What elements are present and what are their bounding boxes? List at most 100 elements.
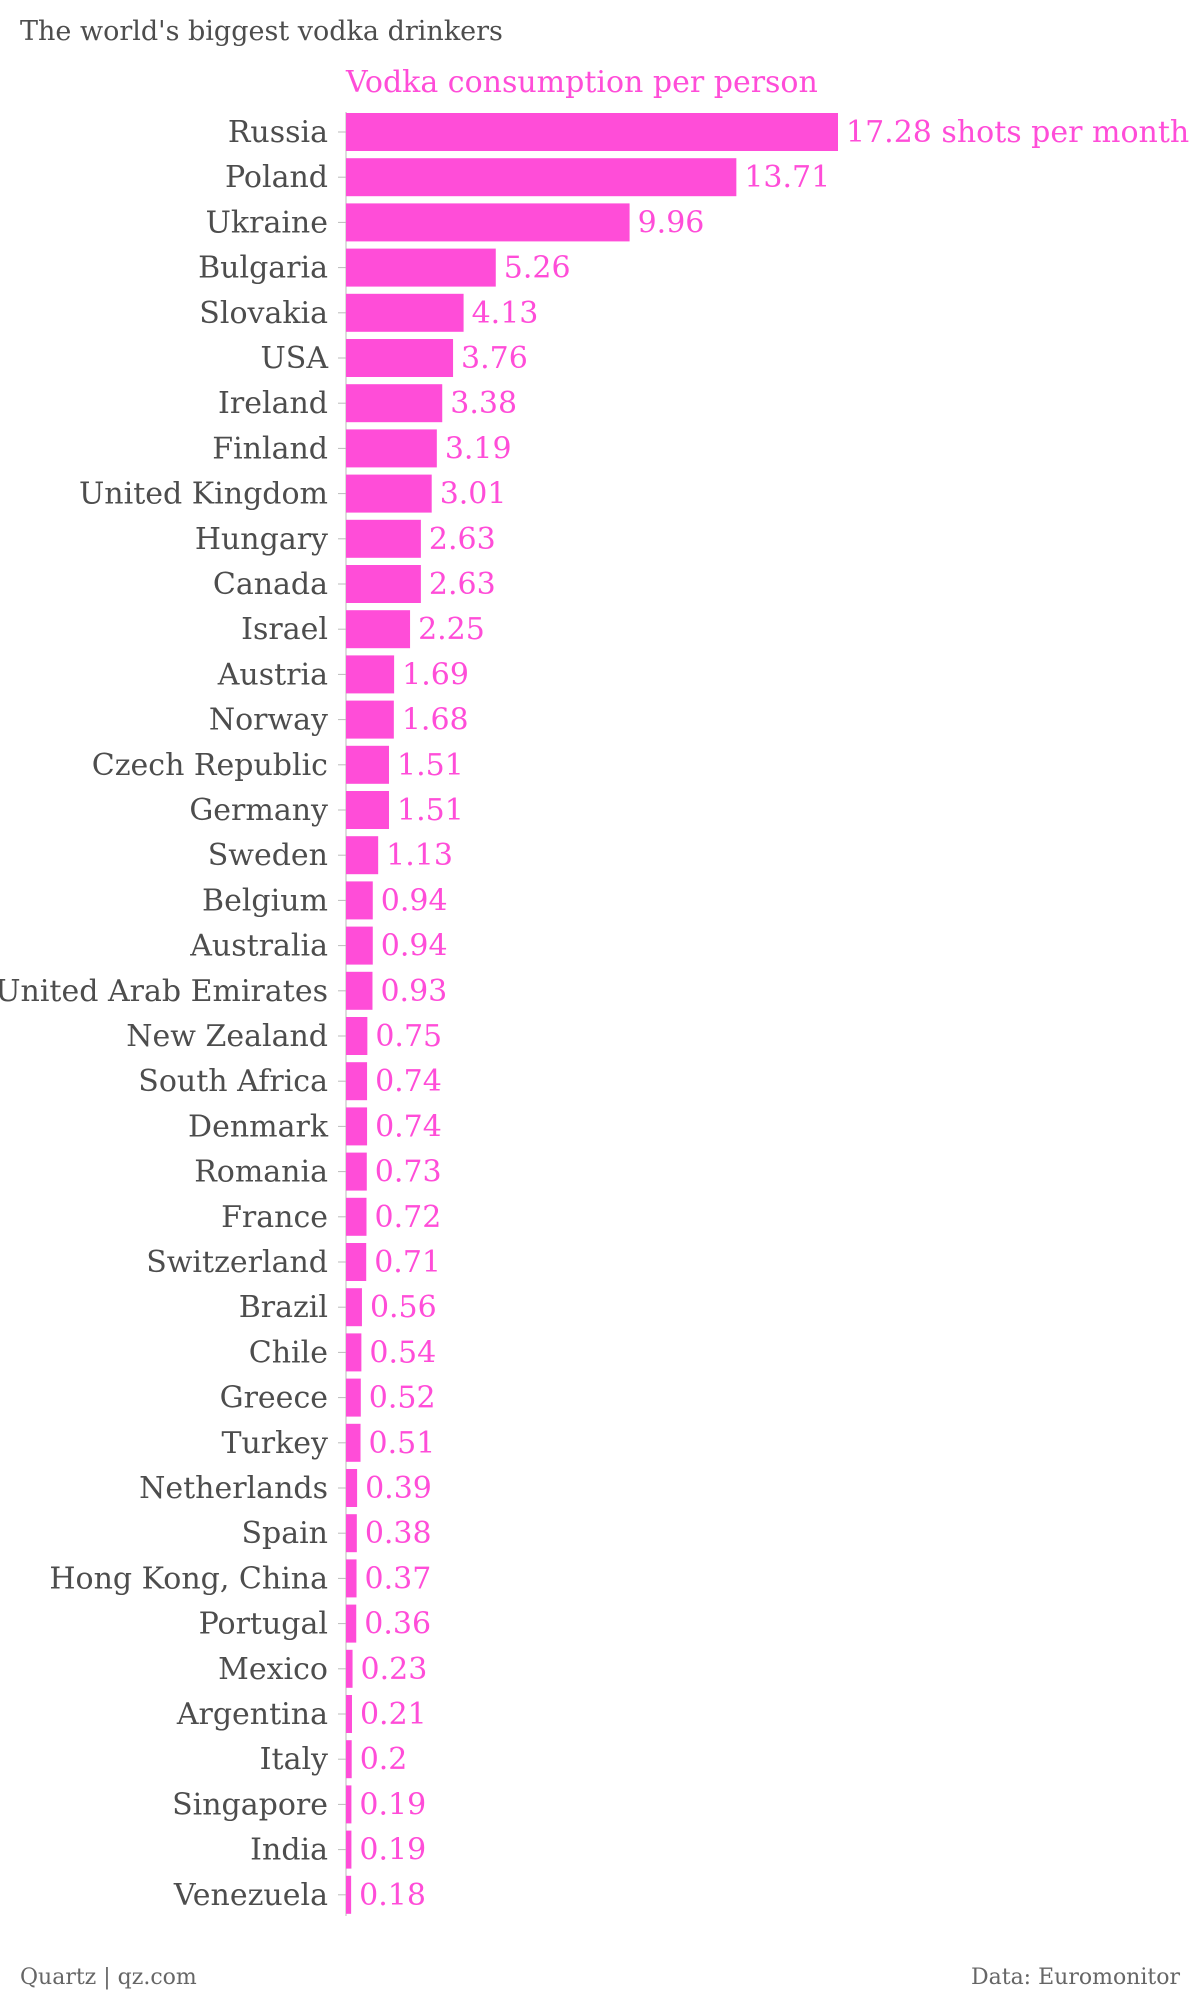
chart-title: The world's biggest vodka drinkers	[20, 16, 503, 47]
category-label: Denmark	[188, 1109, 329, 1144]
value-label: 0.19	[359, 1833, 426, 1868]
bar	[346, 519, 421, 558]
bar	[346, 339, 454, 377]
bar	[346, 610, 411, 649]
category-label: New Zealand	[126, 1019, 328, 1054]
category-label: Austria	[217, 657, 328, 692]
value-label: 2.63	[429, 567, 496, 602]
bar	[346, 293, 464, 332]
bar	[346, 1423, 361, 1462]
category-label: Belgium	[202, 883, 328, 918]
category-label: India	[250, 1833, 328, 1868]
value-label: 0.36	[364, 1607, 431, 1642]
bar	[346, 1604, 357, 1643]
bar	[346, 1785, 352, 1824]
value-label: 3.19	[445, 431, 512, 466]
category-label: Hungary	[195, 522, 328, 557]
category-label: Switzerland	[146, 1245, 328, 1280]
bar	[346, 474, 432, 513]
value-label: 0.19	[359, 1787, 426, 1822]
category-label: Romania	[194, 1155, 328, 1190]
bar	[346, 248, 496, 287]
bar	[346, 1378, 361, 1417]
value-label: 0.18	[359, 1878, 426, 1913]
value-label: 0.73	[375, 1155, 442, 1190]
category-label: Australia	[189, 929, 328, 964]
category-label: Turkey	[221, 1426, 328, 1461]
value-label: 0.38	[365, 1516, 432, 1551]
value-label: 1.13	[386, 838, 453, 873]
bar	[346, 429, 437, 468]
category-label: Greece	[220, 1381, 328, 1416]
value-label: 0.75	[375, 1019, 442, 1054]
bar	[346, 791, 389, 829]
value-label: 0.39	[365, 1471, 432, 1506]
bar	[346, 565, 421, 603]
bar	[346, 158, 737, 197]
bar	[346, 1243, 367, 1281]
category-label: France	[221, 1200, 328, 1235]
series-title: Vodka consumption per person	[345, 65, 818, 100]
category-label: Norway	[209, 703, 328, 738]
bar	[346, 1695, 352, 1733]
bar	[346, 1107, 368, 1146]
bar	[346, 1469, 358, 1507]
category-label: Canada	[213, 567, 328, 602]
value-label: 0.74	[375, 1064, 442, 1099]
bar	[346, 700, 394, 739]
value-label: 0.37	[365, 1561, 432, 1596]
category-label: Hong Kong, China	[49, 1561, 328, 1596]
value-label: 0.94	[381, 929, 448, 964]
category-label: USA	[261, 341, 329, 376]
value-label: 3.38	[450, 386, 517, 421]
value-label: 13.71	[744, 160, 830, 195]
category-label: Argentina	[176, 1697, 328, 1732]
bar	[346, 1333, 362, 1372]
value-label: 0.71	[374, 1245, 441, 1280]
category-label: United Kingdom	[79, 477, 328, 512]
category-label: Bulgaria	[198, 251, 328, 286]
value-label: 0.54	[369, 1335, 436, 1370]
bar	[346, 1875, 352, 1914]
value-label: 3.76	[461, 341, 528, 376]
value-label: 0.94	[381, 883, 448, 918]
category-label: Slovakia	[199, 296, 328, 331]
category-label: Ireland	[218, 386, 328, 421]
bars-group: Russia 17.28 shots per month Poland 13.71 Uk…	[0, 113, 1189, 1914]
category-label: Italy	[260, 1742, 328, 1777]
value-label: 0.72	[375, 1200, 442, 1235]
bar	[346, 384, 443, 423]
value-label: 0.56	[370, 1290, 437, 1325]
bar	[346, 1152, 367, 1191]
category-label: South Africa	[138, 1064, 328, 1099]
bar	[346, 203, 630, 242]
bar	[346, 1017, 368, 1055]
value-label: 1.69	[402, 657, 469, 692]
source-right: Data: Euromonitor	[971, 1965, 1181, 1990]
bar	[346, 836, 379, 875]
category-label: Finland	[212, 431, 328, 466]
category-label: Brazil	[239, 1290, 328, 1325]
category-label: Sweden	[208, 838, 328, 873]
category-label: Netherlands	[139, 1471, 328, 1506]
value-label: 0.52	[369, 1381, 436, 1416]
value-label: 1.68	[402, 703, 469, 738]
bar	[346, 881, 373, 920]
bar	[346, 926, 373, 965]
bar	[346, 1830, 352, 1869]
category-label: Portugal	[199, 1607, 328, 1642]
value-label: 1.51	[397, 748, 464, 783]
bar	[346, 113, 838, 151]
value-label: 0.51	[369, 1426, 436, 1461]
bar	[346, 1288, 362, 1327]
category-label: Ukraine	[206, 205, 328, 240]
value-label: 9.96	[638, 205, 705, 240]
category-label: Russia	[228, 115, 328, 150]
category-label: Israel	[241, 612, 328, 647]
value-label: 0.21	[360, 1697, 427, 1732]
category-label: Germany	[189, 793, 328, 828]
category-label: Venezuela	[173, 1878, 328, 1913]
bar	[346, 1649, 353, 1688]
